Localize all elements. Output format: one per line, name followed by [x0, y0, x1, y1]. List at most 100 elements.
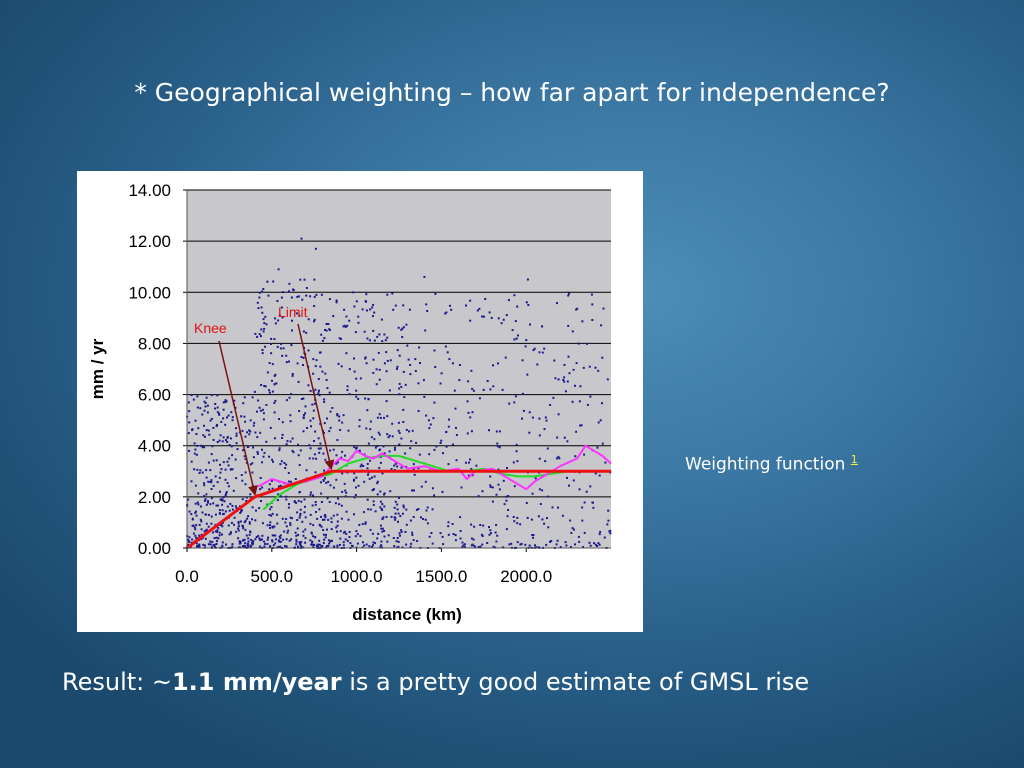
- scatter-point: [470, 523, 473, 526]
- scatter-point: [192, 398, 195, 401]
- scatter-point: [210, 515, 213, 518]
- scatter-point: [454, 534, 457, 537]
- scatter-point: [280, 342, 282, 345]
- scatter-point: [400, 437, 403, 440]
- scatter-point: [221, 440, 224, 443]
- scatter-point: [383, 492, 386, 495]
- scatter-point: [441, 535, 444, 538]
- scatter-point: [433, 401, 436, 404]
- scatter-point: [221, 533, 223, 536]
- scatter-point: [366, 467, 369, 470]
- scatter-point: [412, 516, 415, 518]
- scatter-point: [313, 318, 316, 321]
- scatter-point: [586, 403, 589, 406]
- scatter-point: [271, 458, 274, 461]
- scatter-point: [313, 453, 316, 456]
- scatter-point: [251, 462, 254, 465]
- scatter-point: [227, 485, 230, 488]
- scatter-point: [433, 448, 436, 451]
- x-tick-label: 500.0: [251, 567, 294, 586]
- scatter-point: [332, 545, 335, 548]
- scatter-point: [534, 544, 536, 547]
- scatter-point: [254, 519, 257, 522]
- scatter-point: [497, 483, 500, 486]
- scatter-point: [385, 400, 388, 403]
- scatter-point: [260, 500, 262, 502]
- scatter-point: [576, 307, 579, 310]
- scatter-point: [195, 514, 198, 517]
- scatter-point: [461, 541, 464, 544]
- scatter-point: [398, 354, 401, 357]
- scatter-point: [544, 416, 547, 419]
- scatter-point: [280, 296, 283, 299]
- scatter-point: [215, 536, 218, 539]
- scatter-point: [241, 545, 244, 548]
- scatter-point: [327, 323, 330, 325]
- scatter-point: [460, 486, 463, 489]
- scatter-point: [297, 499, 300, 502]
- scatter-point: [297, 443, 299, 446]
- scatter-point: [245, 496, 248, 499]
- scatter-point: [567, 355, 570, 358]
- scatter-point: [599, 419, 602, 422]
- scatter-point: [510, 542, 513, 545]
- scatter-point: [221, 503, 224, 506]
- scatter-point: [471, 411, 474, 414]
- scatter-point: [453, 389, 456, 392]
- scatter-point: [222, 401, 225, 404]
- scatter-point: [516, 541, 519, 544]
- scatter-point: [228, 444, 231, 447]
- scatter-point: [196, 406, 199, 409]
- scatter-point: [209, 503, 212, 506]
- scatter-point: [353, 305, 356, 308]
- scatter-point: [555, 543, 558, 546]
- scatter-point: [264, 345, 267, 348]
- scatter-point: [387, 534, 390, 537]
- scatter-point: [575, 362, 578, 365]
- scatter-point: [200, 520, 203, 523]
- scatter-point: [309, 295, 312, 298]
- scatter-point: [252, 424, 255, 427]
- scatter-point: [249, 530, 252, 533]
- scatter-point: [402, 326, 405, 329]
- scatter-point: [344, 538, 347, 541]
- footnote-link[interactable]: 1: [850, 453, 858, 466]
- scatter-point: [207, 480, 210, 483]
- scatter-point: [203, 499, 206, 502]
- scatter-point: [312, 417, 315, 420]
- scatter-point: [448, 418, 450, 421]
- scatter-point: [251, 471, 254, 474]
- scatter-point: [321, 370, 324, 373]
- scatter-point: [273, 534, 276, 537]
- scatter-point: [424, 480, 427, 483]
- scatter-point: [283, 462, 286, 464]
- scatter-point: [284, 467, 287, 469]
- scatter-point: [512, 516, 515, 518]
- scatter-point: [563, 363, 566, 366]
- scatter-point: [373, 339, 376, 342]
- scatter-point: [604, 461, 607, 464]
- scatter-point: [274, 542, 277, 545]
- scatter-point: [557, 378, 560, 381]
- scatter-point: [195, 510, 197, 513]
- scatter-point: [235, 432, 238, 435]
- scatter-point: [210, 488, 213, 490]
- scatter-point: [263, 545, 266, 548]
- scatter-point: [288, 503, 290, 506]
- scatter-point: [247, 540, 250, 543]
- scatter-point: [574, 455, 577, 458]
- scatter-point: [379, 506, 382, 509]
- scatter-point: [412, 539, 415, 542]
- scatter-point: [219, 490, 221, 493]
- scatter-point: [224, 510, 227, 513]
- scatter-point: [372, 503, 375, 506]
- scatter-point: [241, 498, 244, 501]
- scatter-points: [186, 237, 612, 549]
- scatter-point: [330, 528, 333, 531]
- scatter-point: [336, 513, 339, 516]
- scatter-point: [389, 490, 392, 493]
- scatter-point: [281, 437, 284, 439]
- scatter-point: [322, 542, 325, 544]
- scatter-point: [218, 439, 221, 442]
- scatter-point: [383, 505, 386, 508]
